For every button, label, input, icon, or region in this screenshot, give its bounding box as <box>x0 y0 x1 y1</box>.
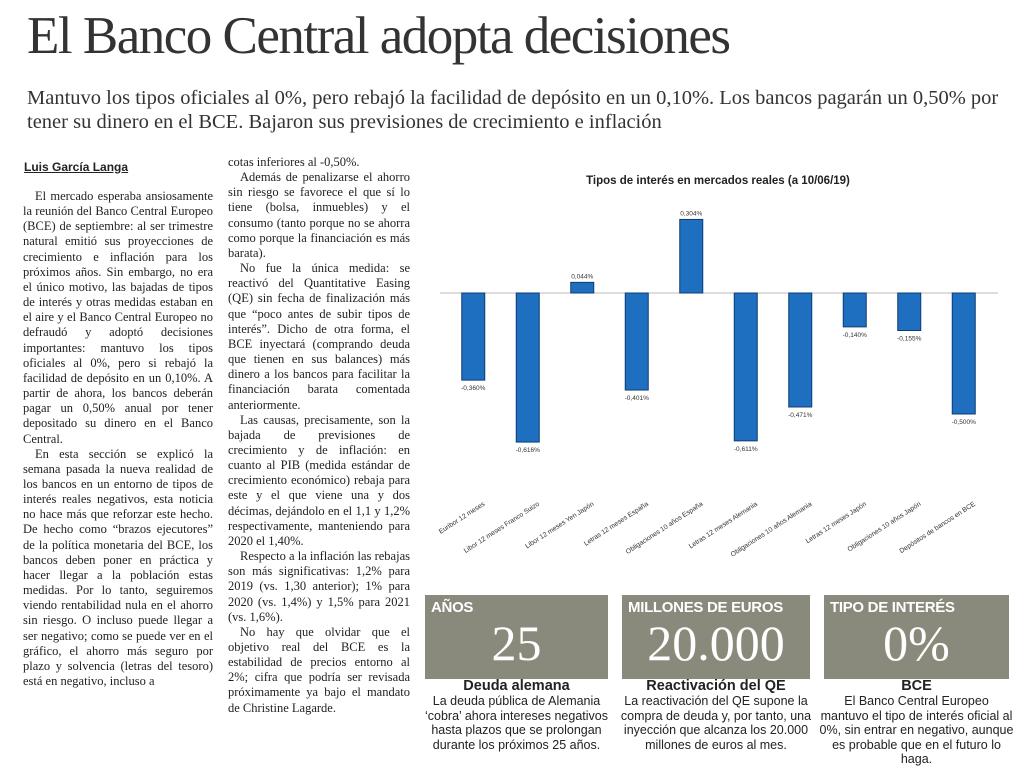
paragraph: El mercado esperaba ansiosamente la reun… <box>23 189 213 446</box>
chart-bar <box>570 281 595 294</box>
stat-description: El Banco Central Europeo mantuvo el tipo… <box>819 694 1014 766</box>
paragraph: Las causas, precisamente, son la bajada … <box>228 412 410 548</box>
stat-number: 25 <box>491 615 542 671</box>
paragraph: cotas inferiores al -0,50%. <box>228 155 360 169</box>
stat-number: 20.000 <box>647 615 785 671</box>
paragraph: En esta sección se explicó la semana pas… <box>23 446 213 688</box>
chart-bar <box>624 292 649 391</box>
chart-svg: Tipos de interés en mercados reales (a 1… <box>438 175 998 559</box>
paragraph: No hay que olvidar que el objetivo real … <box>228 624 410 715</box>
chart-category-label: Euribor 12 meses <box>438 500 487 535</box>
paragraph: Además de penalizarse el ahorro sin ries… <box>228 170 410 260</box>
chart-data-label: -0,616% <box>516 447 540 454</box>
chart-data-label: -0,471% <box>788 412 812 419</box>
subheadline: Mantuvo los tipos oficiales al 0%, pero … <box>27 87 999 133</box>
headline: El Banco Central adopta decisiones <box>27 7 731 65</box>
chart-bar <box>897 292 922 332</box>
stat-title: Reactivación del QE <box>646 678 786 694</box>
chart-data-label: -0,500% <box>952 419 976 426</box>
chart-bar <box>788 292 813 408</box>
chart-data-label: 0,304% <box>680 210 702 217</box>
stat-label: MILLONES DE EUROS <box>628 599 783 616</box>
stat-label: AÑOS <box>431 599 474 616</box>
chart-title: Tipos de interés en mercados reales (a 1… <box>586 175 850 187</box>
chart-bar <box>733 292 758 442</box>
article-column-1: El mercado esperaba ansiosamente la reun… <box>23 189 213 689</box>
paragraph: No fue la única medida: se reactivó del … <box>228 261 410 412</box>
stat-box-years: AÑOS 25 <box>425 595 608 679</box>
chart-bar <box>679 218 704 294</box>
stat-title: Deuda alemana <box>463 678 570 694</box>
article-column-2: cotas inferiores al -0,50%. Además de pe… <box>228 155 410 716</box>
stat-box-millions: MILLONES DE EUROS 20.000 <box>622 595 810 679</box>
chart-data-label: -0,155% <box>897 336 921 343</box>
stat-description: La reactivación del QE supone la compra … <box>620 694 812 752</box>
stat-number: 0% <box>883 615 950 671</box>
chart-bar <box>842 292 867 328</box>
chart-bar <box>461 292 486 381</box>
chart-data-label: -0,401% <box>625 395 649 402</box>
chart-data-label: 0,044% <box>571 273 593 280</box>
chart-category-label: Letras 12 meses Japón <box>805 501 868 545</box>
stat-title: BCE <box>901 678 932 694</box>
chart-data-label: -0,140% <box>843 332 867 339</box>
paragraph: Respecto a la inflación las rebajas son … <box>228 549 410 624</box>
stat-description: La deuda pública de Alemania ‘cobra’ aho… <box>425 694 608 752</box>
chart-data-label: -0,360% <box>461 385 485 392</box>
stat-box-rate: TIPO DE INTERÉS 0% <box>824 595 1009 679</box>
byline: Luis García Langa <box>24 160 129 174</box>
chart-bar <box>515 292 540 443</box>
interest-rate-chart: Tipos de interés en mercados reales (a 1… <box>418 160 1018 580</box>
chart-bar <box>951 292 976 415</box>
chart-data-label: -0,611% <box>734 446 758 453</box>
stat-label: TIPO DE INTERÉS <box>830 599 955 616</box>
